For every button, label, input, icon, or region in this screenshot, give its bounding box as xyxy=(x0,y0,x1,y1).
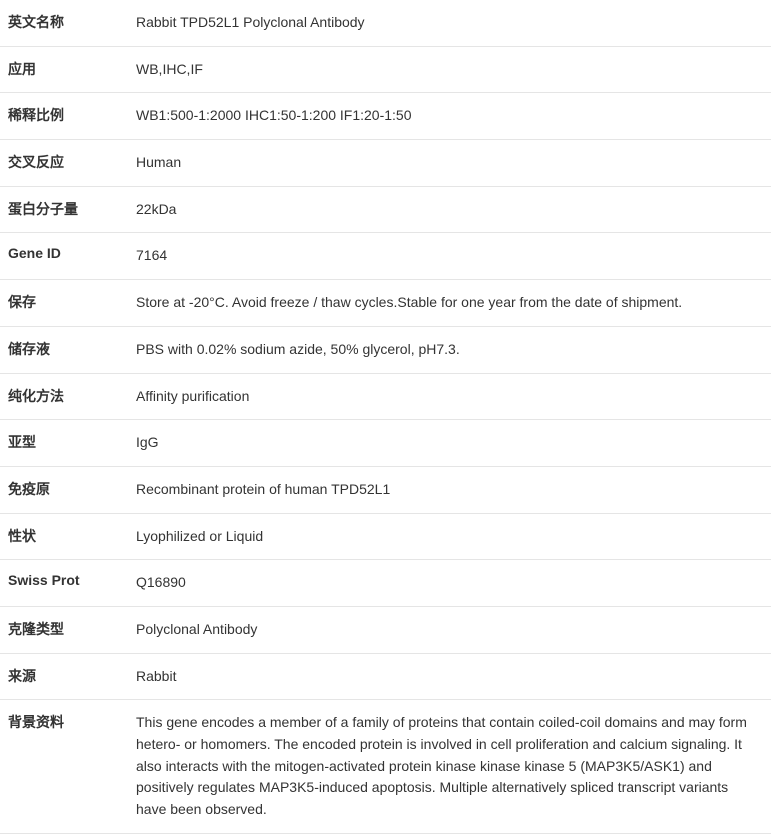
row-label: 交叉反应 xyxy=(0,140,130,187)
row-label: 背景资料 xyxy=(0,700,130,833)
row-value: Lyophilized or Liquid xyxy=(130,513,771,560)
row-label: 免疫原 xyxy=(0,466,130,513)
row-value: Rabbit TPD52L1 Polyclonal Antibody xyxy=(130,0,771,46)
row-value: Affinity purification xyxy=(130,373,771,420)
row-label: Gene ID xyxy=(0,233,130,280)
row-value: This gene encodes a member of a family o… xyxy=(130,700,771,833)
row-value: Human xyxy=(130,140,771,187)
table-row: 储存液 PBS with 0.02% sodium azide, 50% gly… xyxy=(0,326,771,373)
row-value: Q16890 xyxy=(130,560,771,607)
table-row: Gene ID 7164 xyxy=(0,233,771,280)
spec-table-body: 英文名称 Rabbit TPD52L1 Polyclonal Antibody … xyxy=(0,0,771,833)
row-label: 亚型 xyxy=(0,420,130,467)
row-value: WB,IHC,IF xyxy=(130,46,771,93)
row-value: Recombinant protein of human TPD52L1 xyxy=(130,466,771,513)
row-value: IgG xyxy=(130,420,771,467)
row-value: Polyclonal Antibody xyxy=(130,606,771,653)
table-row: 应用 WB,IHC,IF xyxy=(0,46,771,93)
table-row: 保存 Store at -20°C. Avoid freeze / thaw c… xyxy=(0,280,771,327)
row-label: 性状 xyxy=(0,513,130,560)
row-label: Swiss Prot xyxy=(0,560,130,607)
table-row: 免疫原 Recombinant protein of human TPD52L1 xyxy=(0,466,771,513)
row-label: 应用 xyxy=(0,46,130,93)
table-row: Swiss Prot Q16890 xyxy=(0,560,771,607)
row-label: 来源 xyxy=(0,653,130,700)
table-row: 英文名称 Rabbit TPD52L1 Polyclonal Antibody xyxy=(0,0,771,46)
table-row: 蛋白分子量 22kDa xyxy=(0,186,771,233)
table-row: 来源 Rabbit xyxy=(0,653,771,700)
row-value: WB1:500-1:2000 IHC1:50-1:200 IF1:20-1:50 xyxy=(130,93,771,140)
row-label: 储存液 xyxy=(0,326,130,373)
row-label: 稀释比例 xyxy=(0,93,130,140)
table-row: 克隆类型 Polyclonal Antibody xyxy=(0,606,771,653)
table-row: 纯化方法 Affinity purification xyxy=(0,373,771,420)
row-value: 7164 xyxy=(130,233,771,280)
spec-table: 英文名称 Rabbit TPD52L1 Polyclonal Antibody … xyxy=(0,0,771,834)
table-row: 背景资料 This gene encodes a member of a fam… xyxy=(0,700,771,833)
row-value: Store at -20°C. Avoid freeze / thaw cycl… xyxy=(130,280,771,327)
row-label: 蛋白分子量 xyxy=(0,186,130,233)
table-row: 亚型 IgG xyxy=(0,420,771,467)
row-value: PBS with 0.02% sodium azide, 50% glycero… xyxy=(130,326,771,373)
row-label: 保存 xyxy=(0,280,130,327)
table-row: 稀释比例 WB1:500-1:2000 IHC1:50-1:200 IF1:20… xyxy=(0,93,771,140)
row-label: 克隆类型 xyxy=(0,606,130,653)
row-value: Rabbit xyxy=(130,653,771,700)
table-row: 交叉反应 Human xyxy=(0,140,771,187)
row-label: 纯化方法 xyxy=(0,373,130,420)
row-label: 英文名称 xyxy=(0,0,130,46)
table-row: 性状 Lyophilized or Liquid xyxy=(0,513,771,560)
row-value: 22kDa xyxy=(130,186,771,233)
